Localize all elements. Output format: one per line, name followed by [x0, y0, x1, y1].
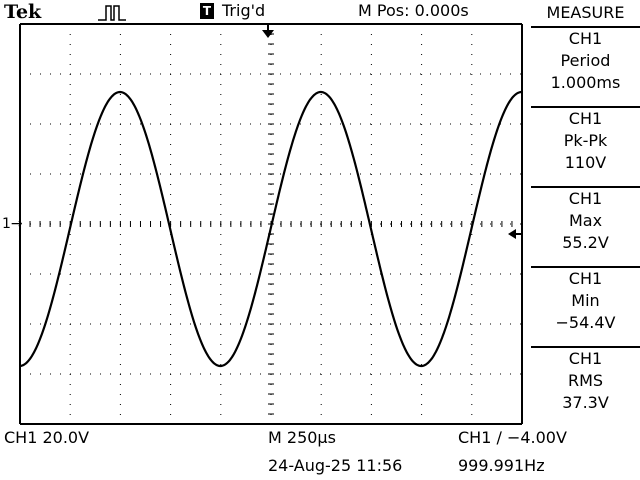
ch1-trace — [19, 90, 522, 368]
measure-value: 37.3V — [562, 393, 609, 412]
measure-source: CH1 — [568, 29, 603, 48]
measure-slot-5[interactable]: CH1 RMS 37.3V — [531, 346, 640, 428]
measure-type: Period — [560, 51, 611, 70]
measure-slot-2[interactable]: CH1 Pk-Pk 110V — [531, 106, 640, 188]
main-position: M Pos: 0.000s — [358, 1, 469, 20]
menu-title: MEASURE — [546, 3, 625, 22]
acquisition-waveform-icon — [98, 5, 126, 21]
measure-value: 1.000ms — [550, 73, 621, 92]
measure-type: Max — [568, 211, 603, 230]
measure-source: CH1 — [568, 349, 603, 368]
ch1-ground-marker: 1→ — [2, 216, 23, 232]
measure-type: Pk-Pk — [563, 131, 608, 150]
measure-source: CH1 — [568, 189, 603, 208]
frequency-readout: 999.991Hz — [458, 456, 545, 475]
date-time: 24-Aug-25 11:56 — [268, 456, 403, 475]
trigger-status: Trig'd — [222, 1, 266, 20]
measure-value: 55.2V — [562, 233, 609, 252]
measure-value: 110V — [564, 153, 607, 172]
measure-type: RMS — [567, 371, 604, 390]
measure-value: −54.4V — [555, 313, 616, 332]
trigger-setting: CH1 ∕ −4.00V — [458, 428, 567, 447]
measure-menu: MEASURE CH1 Period 1.000ms CH1 Pk-Pk 110… — [531, 0, 640, 428]
measure-source: CH1 — [568, 269, 603, 288]
trigger-badge: T — [200, 3, 214, 19]
trigger-position-marker — [262, 30, 274, 38]
timebase-readout: M 250µs — [268, 428, 336, 447]
measure-type: Min — [571, 291, 600, 310]
trigger-level-marker — [508, 229, 516, 239]
measure-source: CH1 — [568, 109, 603, 128]
measure-slot-4[interactable]: CH1 Min −54.4V — [531, 266, 640, 348]
measure-slot-3[interactable]: CH1 Max 55.2V — [531, 186, 640, 268]
brand-logo: Tek — [4, 1, 42, 23]
channel-scale: CH1 20.0V — [4, 428, 90, 447]
measure-slot-1[interactable]: CH1 Period 1.000ms — [531, 26, 640, 108]
